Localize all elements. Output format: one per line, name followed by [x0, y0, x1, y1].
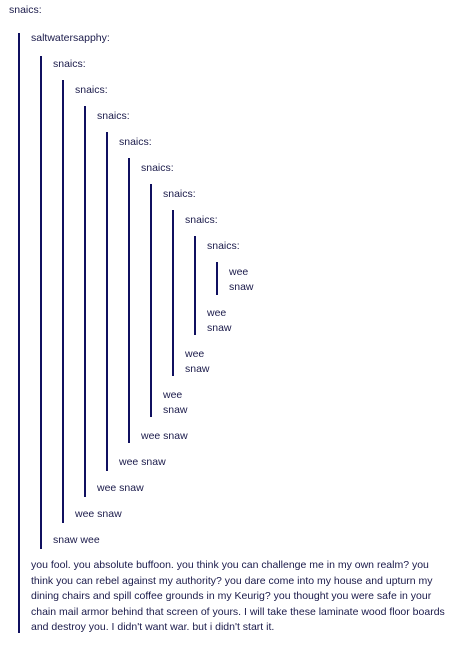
username-level-3[interactable]: snaics: — [97, 110, 130, 122]
quote-bar-level-7 — [172, 210, 174, 376]
username-level-1[interactable]: snaics: — [53, 58, 86, 70]
username-level-7[interactable]: snaics: — [185, 214, 218, 226]
reply-level-8-line-2: snaw — [207, 322, 232, 334]
reply-level-9-line-1: wee — [229, 266, 249, 278]
username-top[interactable]: snaics: — [9, 4, 42, 16]
reply-level-1: snaw wee — [53, 534, 100, 546]
quote-bar-level-6 — [150, 184, 152, 417]
reply-level-6-line-2: snaw — [163, 404, 188, 416]
username-level-4[interactable]: snaics: — [119, 136, 152, 148]
username-level-8[interactable]: snaics: — [207, 240, 240, 252]
reply-level-2: wee snaw — [75, 508, 122, 520]
reply-level-8-line-1: wee — [207, 307, 227, 319]
username-level-5[interactable]: snaics: — [141, 162, 174, 174]
reply-level-7-line-1: wee — [185, 348, 205, 360]
reply-level-3: wee snaw — [97, 482, 144, 494]
reply-level-4: wee snaw — [119, 456, 166, 468]
final-message: you fool. you absolute buffoon. you thin… — [31, 559, 445, 633]
reply-level-5: wee snaw — [141, 430, 188, 442]
username-level-6[interactable]: snaics: — [163, 188, 196, 200]
quote-bar-level-3 — [84, 106, 86, 497]
quote-bar-level-8 — [194, 236, 196, 335]
username-reblog[interactable]: saltwatersapphy: — [31, 32, 110, 44]
username-level-2[interactable]: snaics: — [75, 84, 108, 96]
quote-bar-level-9 — [216, 262, 218, 295]
reply-level-9-line-2: snaw — [229, 281, 254, 293]
quote-bar-level-0 — [18, 33, 20, 633]
quote-bar-level-4 — [106, 132, 108, 471]
quote-bar-level-2 — [62, 80, 64, 523]
reply-level-6-line-1: wee — [163, 389, 183, 401]
quote-bar-level-5 — [128, 158, 130, 443]
quote-bar-level-1 — [40, 56, 42, 549]
reply-level-7-line-2: snaw — [185, 363, 210, 375]
